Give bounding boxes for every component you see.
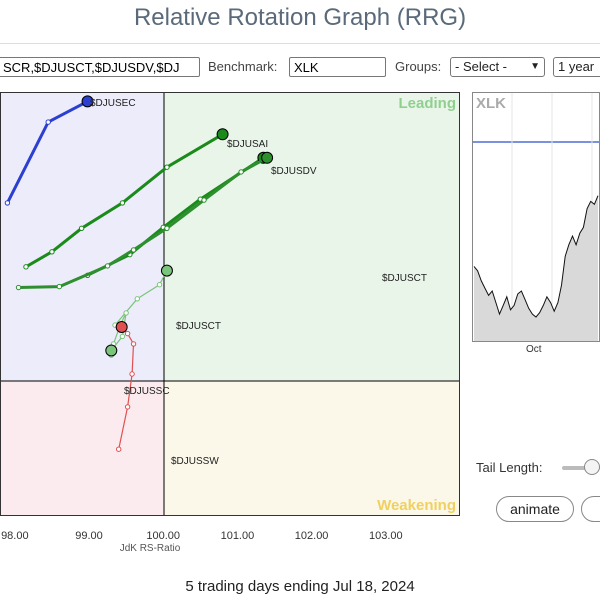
quadrant-weakening bbox=[164, 381, 460, 515]
quadrant-leading bbox=[164, 92, 460, 381]
tail-point bbox=[201, 197, 207, 203]
benchmark-mini-chart: XLK bbox=[472, 92, 600, 342]
label-djussc: $DJUSSC bbox=[124, 386, 170, 397]
groups-select[interactable]: - Select - ▼ bbox=[450, 57, 545, 77]
head-point-djussc[interactable] bbox=[105, 344, 118, 357]
mini-x-label: Oct bbox=[526, 344, 542, 355]
tail-point bbox=[134, 296, 140, 302]
tail-point bbox=[119, 200, 126, 206]
tail-point bbox=[78, 225, 85, 232]
animate-button[interactable]: animate bbox=[496, 496, 574, 522]
slider-track bbox=[562, 466, 600, 470]
mini-chart-title: XLK bbox=[476, 95, 506, 112]
mini-price-line bbox=[473, 195, 599, 318]
rrg-tails bbox=[4, 95, 274, 452]
period-select[interactable]: 1 year bbox=[553, 57, 600, 77]
period-selected-value: 1 year bbox=[558, 59, 595, 74]
symbols-input[interactable]: SCR,$DJUSCT,$DJUSDV,$DJ bbox=[0, 57, 200, 77]
rrg-chart[interactable]: Leading Weakening 98.00 99.00 100.00 101.00… bbox=[0, 92, 462, 552]
tail-point bbox=[15, 284, 22, 291]
x-tick-label: 98.00 bbox=[1, 530, 29, 542]
tail-point bbox=[130, 247, 137, 253]
chevron-down-icon: ▼ bbox=[530, 61, 540, 72]
tail-point bbox=[116, 446, 122, 452]
tail-point bbox=[130, 341, 137, 347]
tail-djusai-1 bbox=[24, 132, 225, 269]
tail-djusct-3 bbox=[17, 156, 269, 289]
date-range-footer: 5 trading days ending Jul 18, 2024 bbox=[185, 578, 415, 595]
x-axis-title: JdK RS-Ratio bbox=[119, 543, 181, 554]
label-djusct: $DJUSCT bbox=[176, 321, 221, 332]
tail-point bbox=[124, 404, 131, 410]
label-djusai: $DJUSAI bbox=[227, 139, 268, 150]
tail-point bbox=[164, 164, 170, 170]
x-tick-label: 99.00 bbox=[75, 530, 103, 542]
head-point-djusai[interactable] bbox=[216, 128, 229, 141]
tail-point bbox=[104, 263, 111, 269]
label-djusdv: $DJUSDV bbox=[271, 166, 317, 177]
groups-selected-value: - Select - bbox=[455, 59, 508, 74]
tail-point bbox=[156, 282, 163, 288]
benchmark-input[interactable]: XLK bbox=[289, 57, 386, 77]
tail-point bbox=[49, 249, 55, 255]
point-labels: $DJUSEC $DJUSAI $DJUSDV $DJUSCT $DJUSCT … bbox=[90, 98, 427, 467]
label-djusct-right: $DJUSCT bbox=[382, 273, 427, 284]
head-point-djussw[interactable] bbox=[115, 321, 128, 333]
x-tick-label: 102.00 bbox=[295, 530, 329, 542]
x-tick-label: 100.00 bbox=[146, 530, 180, 542]
slider-knob[interactable] bbox=[584, 459, 600, 475]
benchmark-label: Benchmark: bbox=[208, 59, 278, 74]
x-tick-label: 101.00 bbox=[221, 530, 255, 542]
tail-point bbox=[124, 330, 131, 337]
quadrant-label-weakening: Weakening bbox=[377, 497, 456, 514]
mini-price-area bbox=[474, 195, 598, 341]
tail-length-label: Tail Length: bbox=[476, 460, 543, 475]
tail-point bbox=[4, 200, 11, 206]
tail-point bbox=[56, 283, 63, 290]
page-title: Relative Rotation Graph (RRG) bbox=[133, 4, 467, 31]
x-axis-ticks: 98.00 99.00 100.00 101.00 102.00 103.00 bbox=[1, 530, 403, 542]
tail-point bbox=[129, 371, 135, 377]
groups-label: Groups: bbox=[395, 59, 442, 74]
tail-length-slider[interactable] bbox=[562, 458, 600, 478]
x-tick-label: 103.00 bbox=[369, 530, 403, 542]
mini-chart-svg: XLK bbox=[472, 92, 600, 342]
head-point-djusct[interactable] bbox=[261, 151, 274, 164]
controls-bar: SCR,$DJUSCT,$DJUSDV,$DJ Benchmark: XLK G… bbox=[0, 54, 600, 84]
head-point-djusct[interactable] bbox=[160, 264, 173, 277]
plot-border bbox=[0, 92, 460, 516]
tail-point bbox=[23, 264, 29, 270]
header-divider bbox=[0, 43, 600, 44]
tail-point bbox=[123, 310, 129, 316]
tail-point bbox=[238, 169, 244, 175]
quadrant-lagging bbox=[0, 381, 164, 515]
tail-point bbox=[164, 225, 170, 232]
rrg-plot[interactable]: Leading Weakening 98.00 99.00 100.00 101.00… bbox=[0, 92, 462, 552]
label-djusec: $DJUSEC bbox=[90, 98, 136, 109]
quadrant-label-leading: Leading bbox=[398, 95, 456, 112]
tail-point bbox=[45, 119, 51, 125]
next-button[interactable] bbox=[581, 496, 600, 522]
tail-point bbox=[119, 333, 126, 340]
head-point-djusec[interactable] bbox=[81, 95, 94, 108]
quadrant-improving bbox=[0, 92, 164, 381]
label-djussw: $DJUSSW bbox=[171, 456, 219, 467]
